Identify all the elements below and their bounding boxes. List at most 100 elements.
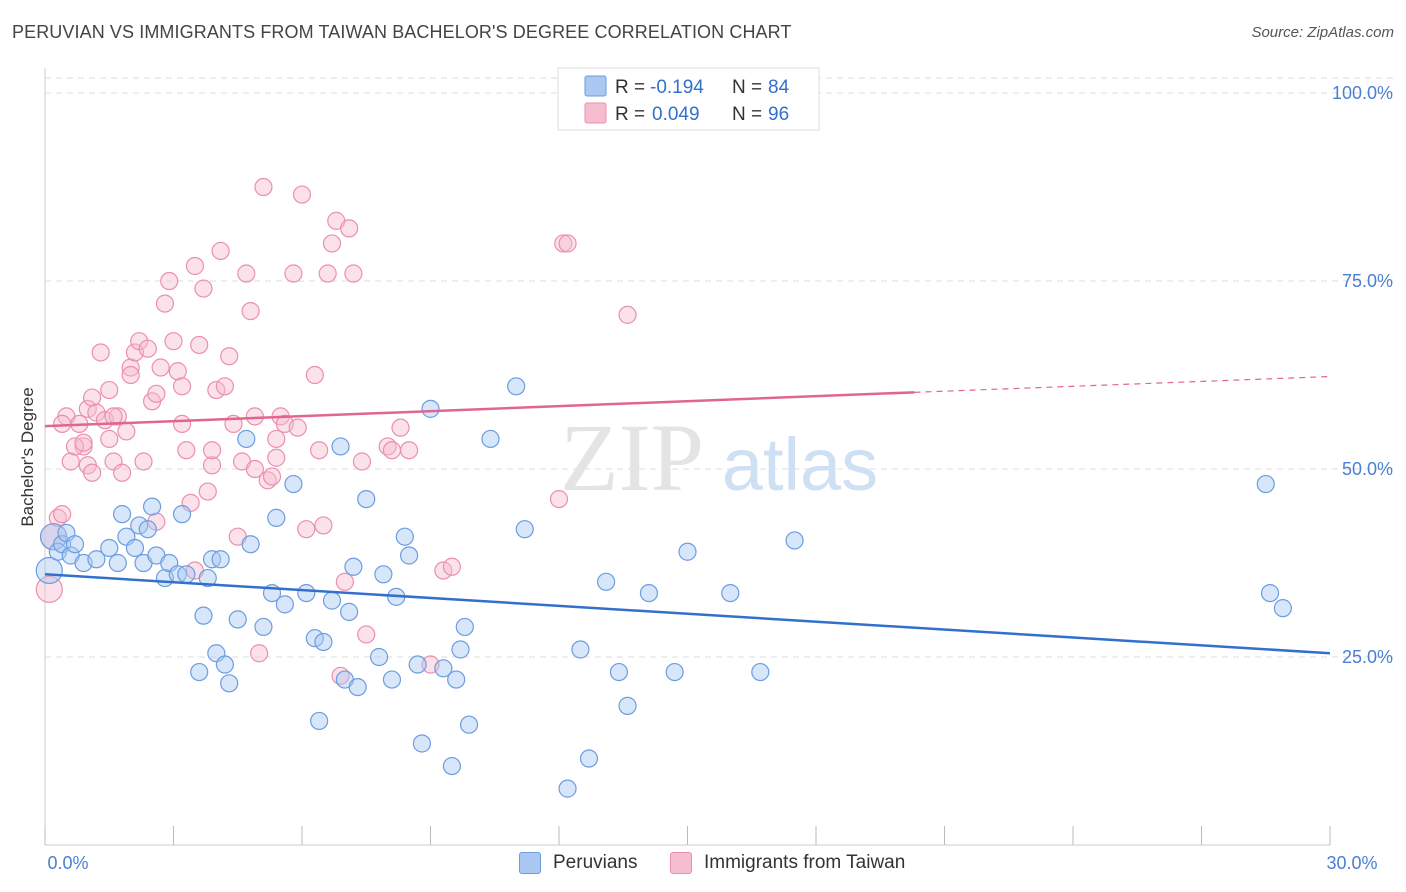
taiwan-point [202, 456, 222, 475]
peruvian-point [639, 583, 659, 603]
peruvian-point [370, 647, 389, 667]
y-axis-label: Bachelor's Degree [18, 387, 37, 526]
taiwan-point [151, 358, 170, 377]
taiwan-point [399, 441, 419, 460]
peruvian-point [142, 497, 162, 516]
taiwan-point [211, 241, 230, 261]
peruvian-point [138, 520, 157, 539]
y-tick-label: 100.0% [1332, 83, 1393, 103]
peruvian-point [297, 583, 316, 603]
taiwan-point [194, 279, 213, 298]
peruvian-point [434, 659, 453, 678]
taiwan-point [100, 380, 119, 400]
taiwan-point [344, 264, 363, 283]
taiwan-point [121, 358, 140, 377]
peruvian-point [211, 550, 230, 569]
peruvian-point [254, 617, 273, 637]
taiwan-point [262, 467, 282, 486]
taiwan-point [322, 234, 342, 253]
stats-r-label-peruvians: R = [615, 77, 645, 98]
taiwan-point [254, 177, 273, 197]
grid-layer [45, 77, 1393, 658]
taiwan-point [382, 441, 402, 460]
taiwan-point [121, 365, 140, 385]
taiwan-point [549, 489, 569, 509]
peruvian-point [579, 749, 599, 768]
legend-item-taiwan[interactable]: Immigrants from Taiwan [670, 852, 905, 874]
taiwan-point [104, 407, 123, 426]
taiwan-point [250, 644, 269, 663]
peruvian-point [220, 674, 239, 693]
peruvian-point [194, 606, 213, 625]
taiwan-point [61, 452, 80, 471]
taiwan-point [442, 557, 462, 576]
taiwan-point [112, 463, 132, 482]
peruvian-point [322, 591, 342, 610]
taiwan-point [83, 463, 102, 482]
taiwan-point [335, 572, 354, 591]
peruvian-point [314, 632, 333, 652]
taiwan-point [35, 575, 63, 603]
series-legend: Peruvians Immigrants from Taiwan [0, 850, 1406, 880]
taiwan-point [160, 271, 179, 291]
trend-lines [44, 375, 1331, 655]
stats-legend: R = -0.194 N = 84 R = 0.049 N = 96 [557, 67, 820, 131]
peruvian-point [395, 527, 414, 546]
taiwan-point [147, 384, 166, 403]
y-tick-label: 25.0% [1342, 647, 1393, 667]
taiwan-point [288, 418, 307, 437]
taiwan-point [558, 234, 577, 253]
peruvian-point [785, 531, 804, 550]
taiwan-point [352, 452, 372, 471]
peruvian-point [1256, 474, 1275, 494]
peruvian-point [331, 437, 350, 456]
taiwan-point [172, 414, 192, 434]
stats-r-value-peruvians: -0.194 [650, 77, 704, 98]
peruvian-point [100, 538, 119, 558]
x-tick-label-min: 0.0% [47, 853, 88, 873]
taiwan-point [357, 625, 376, 644]
taiwan-trend-extension [914, 375, 1331, 393]
peruvian-point [357, 489, 376, 509]
taiwan-point [202, 441, 222, 460]
peruvian-point [112, 505, 132, 524]
peruvian-point [1260, 583, 1280, 603]
peruvian-point [571, 640, 590, 659]
peruvian-point [481, 429, 500, 449]
y-tick-label: 50.0% [1342, 459, 1393, 479]
peruvian-point [275, 595, 294, 614]
peruvian-point [515, 520, 534, 539]
stats-n-label-peruvians: N = [732, 77, 762, 98]
chart-title: PERUVIAN VS IMMIGRANTS FROM TAIWAN BACHE… [12, 22, 792, 42]
taiwan-point [185, 256, 205, 276]
taiwan-point [305, 365, 324, 385]
peruvian-point [198, 568, 217, 588]
stats-n-value-peruvians: 84 [768, 77, 790, 98]
peruvian-point [678, 542, 697, 561]
y-tick-label: 75.0% [1342, 271, 1393, 291]
stats-r-value-taiwan: 0.049 [652, 104, 700, 125]
peruvian-point [382, 670, 402, 689]
peruvian-point [344, 557, 363, 576]
peruvian-point [721, 583, 740, 603]
peruvian-point [241, 535, 260, 554]
peruvian-point [108, 553, 127, 573]
stats-swatch-peruvians [584, 75, 607, 97]
peruvian-point [87, 550, 106, 569]
taiwan-point [215, 377, 234, 396]
peruvian-point [751, 662, 770, 682]
source-label: Source: ZipAtlas.com [1251, 24, 1394, 41]
watermark: ZIP atlas [560, 404, 878, 511]
axis-layer [44, 68, 1331, 846]
taiwan-point [267, 448, 286, 467]
legend-item-peruvians[interactable]: Peruvians [519, 852, 638, 874]
peruvian-point [609, 662, 629, 682]
watermark-zip: ZIP [560, 404, 704, 511]
legend-label-peruvians: Peruvians [553, 852, 638, 873]
peruvian-point [340, 602, 359, 621]
legend-swatch-peruvians [519, 852, 541, 874]
taiwan-point [267, 429, 286, 449]
taiwan-point [177, 441, 196, 460]
peruvian-point [65, 535, 85, 554]
